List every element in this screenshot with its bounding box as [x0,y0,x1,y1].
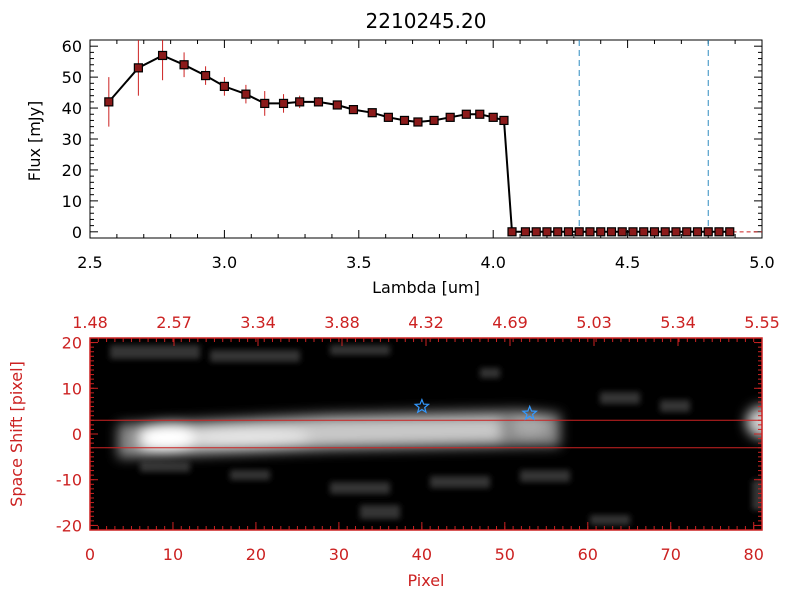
data-point [332,100,342,110]
data-point [295,97,305,107]
data-point [596,227,606,237]
x-tick-label: 3.5 [346,253,371,272]
data-point [507,227,517,237]
data-point [520,227,531,237]
data-point [671,227,681,237]
space-shift-axis-label: Space Shift [pixel] [7,361,26,507]
series-line [108,54,730,233]
pixel-axis-label: Pixel [407,571,444,590]
x-axis-label: Lambda [um] [372,278,480,297]
data-point [639,227,649,237]
data-point [313,97,324,107]
data-point [628,227,638,237]
wavelength-tick-label: 5.03 [576,313,612,332]
x-tick-label: 4.0 [480,253,505,272]
data-point [241,89,251,99]
shift-tick-label: 10 [62,379,82,398]
y-tick-label: 30 [62,130,82,149]
pixel-tick-label: 60 [578,545,598,564]
y-axis-label: Flux [mJy] [25,101,44,182]
data-point [488,112,498,122]
data-point [399,115,410,126]
wavelength-tick-label: 1.48 [72,313,108,332]
shift-tick-label: -20 [56,516,82,535]
data-point [499,115,509,126]
chart-title: 2210245.20 [366,9,487,33]
wavelength-tick-label: 5.34 [660,313,696,332]
spectrum-image-panel: 0 10 20 30 40 50 60 70 80 1.48 2.57 3.34 3.88 4.32 4.6… [7,313,780,590]
pixel-tick-label: 20 [246,545,266,564]
y-tick-label: 60 [62,37,82,56]
data-point [445,112,455,122]
data-point [367,108,377,118]
spectrum-vlines [578,40,709,238]
data-point [531,227,541,237]
data-point [542,227,552,237]
data-point [553,227,563,237]
wavelength-tick-label: 2.57 [156,313,192,332]
data-point [413,117,423,127]
spectrum-series [104,40,762,237]
x-tick-label: 4.5 [615,253,640,272]
spectrum-plot: 2210245.20 2.5 3.0 3.5 4.0 4.5 5.0 0 10 20 30 40 50… [25,9,775,297]
star-marker [413,397,431,414]
x-tick-label: 2.5 [77,253,102,272]
x-tick-label: 3.0 [212,253,237,272]
spectrum-image [90,338,762,530]
y-tick-label: 0 [72,223,82,242]
pixel-tick-label: 10 [163,545,183,564]
data-point [157,50,168,61]
image-axis-ticks: 0 10 20 30 40 50 60 70 80 1.48 2.57 3.34 3.88 4.32 4.6… [56,313,780,564]
data-point [179,60,189,70]
data-point [660,227,670,237]
data-point [574,227,584,237]
y-tick-label: 40 [62,99,82,118]
data-point [383,112,393,122]
data-point [104,97,114,107]
spectrum-axis-ticks: 2.5 3.0 3.5 4.0 4.5 5.0 0 10 20 30 40 50 60 [62,37,775,272]
x-tick-label: 5.0 [749,253,774,272]
wavelength-tick-label: 4.32 [408,313,444,332]
data-point [133,63,143,73]
data-point [606,227,617,237]
data-point [617,227,627,237]
data-point [714,227,724,237]
y-tick-label: 50 [62,68,82,87]
data-point [461,109,471,119]
pixel-tick-label: 80 [744,545,764,564]
shift-tick-label: 0 [72,425,82,444]
wavelength-tick-label: 3.88 [324,313,360,332]
data-point [260,98,270,109]
data-point [200,70,211,81]
spectrum-axes-frame [89,39,763,239]
data-point [348,105,359,115]
pixel-tick-label: 0 [85,545,95,564]
data-point [585,227,595,237]
aperture-lines [90,419,762,449]
shift-tick-label: -10 [56,471,82,490]
y-tick-label: 20 [62,161,82,180]
pixel-tick-label: 70 [661,545,681,564]
data-point [649,227,660,237]
data-point [278,98,289,109]
star-marker [521,404,538,421]
wavelength-tick-label: 5.55 [744,313,780,332]
pixel-tick-label: 50 [495,545,515,564]
data-point [563,227,574,237]
data-point [475,109,485,119]
data-point [692,227,703,237]
data-point [682,227,692,237]
data-point [725,227,735,237]
y-tick-label: 10 [62,192,82,211]
data-point [703,227,713,237]
data-point [429,115,439,126]
shift-tick-label: 20 [62,334,82,353]
wavelength-tick-label: 4.69 [492,313,528,332]
pixel-tick-label: 40 [412,545,432,564]
data-point [219,81,229,92]
pixel-tick-label: 30 [329,545,349,564]
feature-stars [413,397,538,421]
wavelength-tick-label: 3.34 [240,313,276,332]
